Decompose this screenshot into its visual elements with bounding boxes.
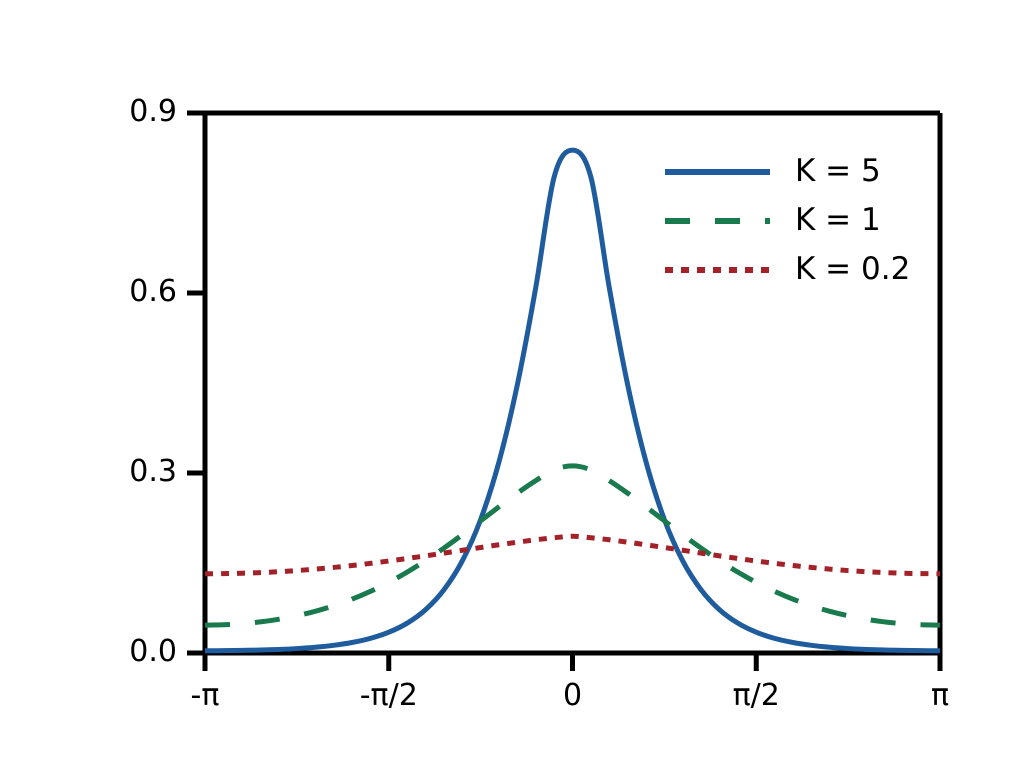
y-tick-label: 0.9 xyxy=(129,94,177,129)
y-tick-label: 0.6 xyxy=(129,274,177,309)
x-tick-label: -π/2 xyxy=(359,678,418,713)
axes-spines xyxy=(202,110,943,656)
x-tick-label: π/2 xyxy=(732,678,780,713)
axis-tick-marks xyxy=(187,110,943,671)
legend-sample-lines xyxy=(665,169,770,273)
y-tick-label: 0.0 xyxy=(129,634,177,669)
legend-label: K = 5 xyxy=(795,153,881,189)
legend-label: K = 1 xyxy=(795,202,881,238)
x-tick-label: π xyxy=(930,678,950,713)
series-line xyxy=(204,533,941,577)
y-tick-label: 0.3 xyxy=(129,454,177,489)
series-line xyxy=(204,463,941,628)
data-series-layer xyxy=(204,147,941,654)
x-tick-label: 0 xyxy=(562,678,583,713)
legend-label: K = 0.2 xyxy=(795,251,911,287)
x-tick-label: -π xyxy=(190,678,220,713)
series-line xyxy=(204,147,941,654)
